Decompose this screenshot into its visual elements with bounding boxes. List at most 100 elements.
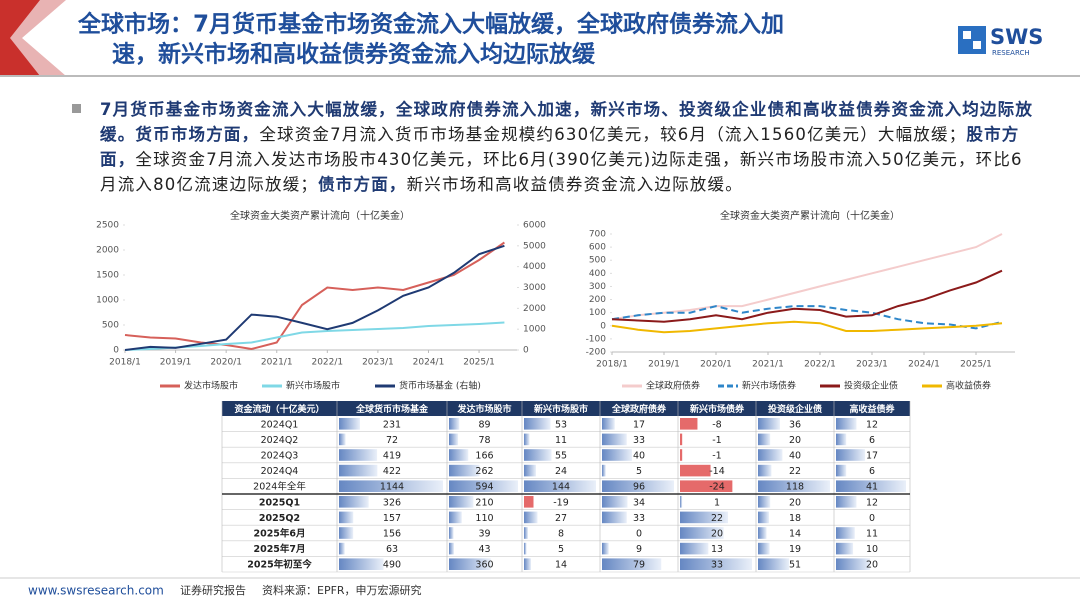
cell-bar xyxy=(758,464,772,477)
cell-value: 78 xyxy=(478,435,490,446)
row-label: 2025年初至今 xyxy=(247,559,312,571)
cell-bar xyxy=(602,511,627,524)
cell-bar xyxy=(680,496,683,508)
chart-title: 全球资金大类资产累计流向（十亿美金） xyxy=(230,209,410,222)
cell-value: -14 xyxy=(709,466,725,477)
chart-title: 全球资金大类资产累计流向（十亿美金） xyxy=(720,209,900,222)
cell-bar xyxy=(449,464,480,477)
table-header-bg xyxy=(222,401,910,416)
cell-bar xyxy=(758,511,769,524)
body-run: 新兴市场和高收益债券资金流入边际放缓。 xyxy=(406,175,743,194)
x-tick-label: 2023/1 xyxy=(856,360,888,370)
y2-tick-label: 5000 xyxy=(523,241,546,251)
body-run: 股市方面， xyxy=(100,125,1020,169)
cell-bar xyxy=(602,418,615,430)
cell-bar xyxy=(524,496,534,508)
cell-value: -19 xyxy=(553,497,569,508)
legend-label: 发达市场股市 xyxy=(184,380,238,392)
y-tick-label: 600 xyxy=(589,243,606,253)
legend-label: 投资级企业债 xyxy=(844,380,898,392)
y-tick-label: -100 xyxy=(586,334,607,344)
cell-value: 157 xyxy=(383,513,401,524)
x-tick-label: 2022/1 xyxy=(311,358,343,368)
cell-value: 55 xyxy=(555,451,567,462)
cell-value: 110 xyxy=(475,513,493,524)
x-tick-label: 2025/1 xyxy=(463,358,495,368)
series-line xyxy=(611,233,1003,321)
y-tick-label: 2000 xyxy=(96,246,119,256)
cell-value: 8 xyxy=(558,529,564,540)
legend-label: 新兴市场股市 xyxy=(286,380,340,392)
logo-mark xyxy=(973,41,981,49)
cell-bar xyxy=(758,542,770,555)
cell-value: 231 xyxy=(383,419,401,430)
table-header: 全球货币市场基金 xyxy=(355,403,429,415)
cell-value: 326 xyxy=(383,497,401,508)
cell-bar xyxy=(836,542,854,555)
cell-bar xyxy=(524,464,536,477)
cell-value: 33 xyxy=(711,560,723,571)
cell-value: 210 xyxy=(475,497,493,508)
cell-value: 27 xyxy=(555,513,567,524)
cell-value: 43 xyxy=(478,544,490,555)
cell-bar xyxy=(836,480,906,492)
cell-value: 0 xyxy=(636,529,642,540)
cell-value: 1 xyxy=(714,497,720,508)
cell-value: 22 xyxy=(789,466,801,477)
cell-value: 10 xyxy=(866,544,878,555)
cell-bar xyxy=(602,496,628,508)
cell-value: 20 xyxy=(711,529,723,540)
cell-bar xyxy=(602,433,627,446)
cell-value: 20 xyxy=(866,560,878,571)
cell-value: 22 xyxy=(711,513,723,524)
cell-bar xyxy=(758,433,771,446)
y-tick-label: 1500 xyxy=(96,271,119,281)
cell-value: 6 xyxy=(869,435,875,446)
cell-bar xyxy=(524,511,538,524)
y-tick-label: 300 xyxy=(589,282,606,292)
cell-bar xyxy=(339,558,384,570)
series-line xyxy=(611,320,1003,334)
cell-bar xyxy=(449,480,518,492)
series-line xyxy=(124,244,505,351)
cell-value: 41 xyxy=(866,482,878,493)
y2-tick-label: 6000 xyxy=(523,221,546,231)
y2-tick-label: 4000 xyxy=(523,262,546,272)
x-tick-label: 2019/1 xyxy=(160,358,192,368)
cell-value: 33 xyxy=(633,513,645,524)
cell-value: 11 xyxy=(555,435,567,446)
cell-value: 40 xyxy=(633,451,645,462)
cell-value: 51 xyxy=(789,560,801,571)
logo-sub: RESEARCH xyxy=(992,49,1030,57)
cell-bar xyxy=(339,464,378,477)
cell-bar xyxy=(339,480,443,492)
x-tick-label: 2024/1 xyxy=(908,360,940,370)
cell-bar xyxy=(602,464,606,477)
table-header: 资金流动（十亿美元） xyxy=(234,403,324,415)
cell-value: 53 xyxy=(555,419,567,430)
cell-bar xyxy=(339,418,360,430)
row-label: 2024Q3 xyxy=(261,451,299,462)
y2-tick-label: 1000 xyxy=(523,325,546,335)
cell-bar xyxy=(758,480,830,492)
cell-bar xyxy=(524,449,552,461)
cell-bar xyxy=(758,496,771,508)
cell-value: 39 xyxy=(478,529,490,540)
cell-value: 166 xyxy=(475,451,493,462)
cell-bar xyxy=(602,542,609,555)
x-tick-label: 2023/1 xyxy=(362,358,394,368)
x-tick-label: 2018/1 xyxy=(109,358,141,368)
cell-value: 118 xyxy=(786,482,804,493)
cell-value: -8 xyxy=(712,419,721,430)
legend-label: 全球政府债券 xyxy=(646,380,700,392)
cell-value: 0 xyxy=(869,513,875,524)
cell-bar xyxy=(449,527,454,539)
cell-bar xyxy=(836,418,857,430)
footer-url: www.swsresearch.com xyxy=(28,584,164,598)
cell-value: 14 xyxy=(555,560,567,571)
logo-mark xyxy=(963,31,971,39)
cell-bar xyxy=(758,558,790,570)
cell-value: 13 xyxy=(711,544,723,555)
x-tick-label: 2022/1 xyxy=(804,360,836,370)
